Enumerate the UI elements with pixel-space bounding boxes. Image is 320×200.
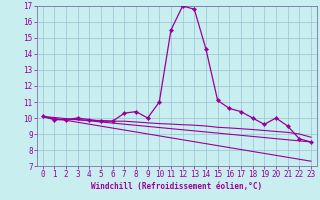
X-axis label: Windchill (Refroidissement éolien,°C): Windchill (Refroidissement éolien,°C) <box>91 182 262 191</box>
